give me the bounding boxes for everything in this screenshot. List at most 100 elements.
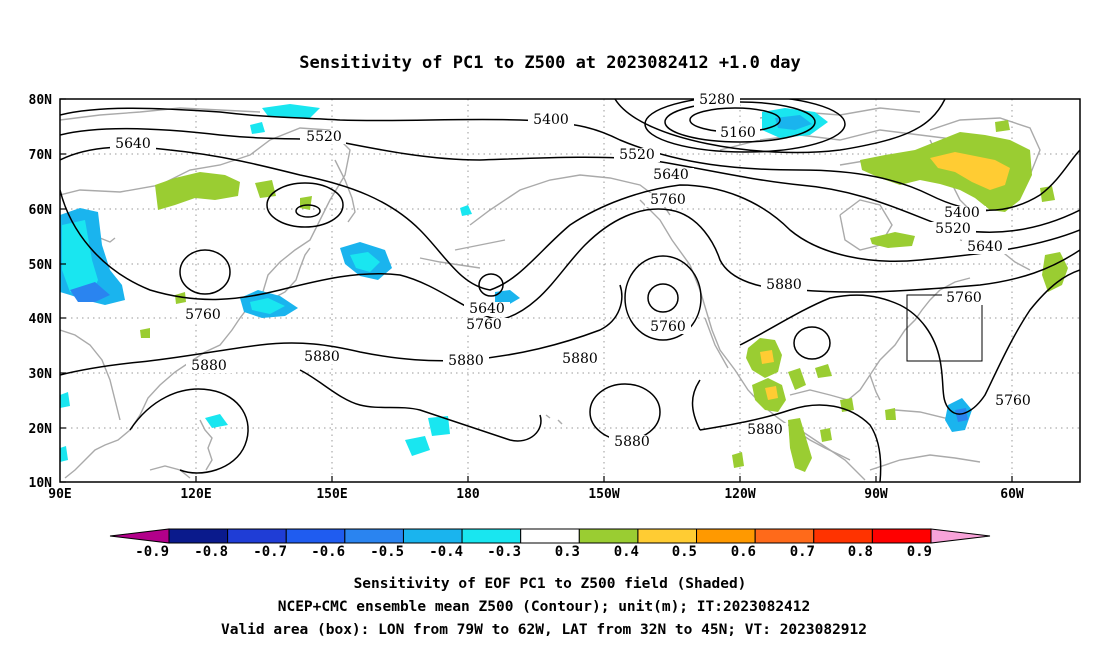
colorbar-label: -0.8: [194, 544, 228, 560]
colorbar-label: 0.3: [555, 544, 580, 560]
colorbar-label: -0.3: [487, 544, 521, 560]
svg-text:5880: 5880: [191, 358, 227, 374]
lat-tick-label: 40N: [29, 312, 53, 327]
contour-label: 5760: [942, 290, 988, 306]
lon-tick-label: 120E: [180, 487, 211, 502]
map-title: Sensitivity of PC1 to Z500 at 2023082412…: [299, 53, 801, 73]
contour-label: 5640: [110, 136, 156, 152]
svg-text:5880: 5880: [562, 351, 598, 367]
svg-text:5760: 5760: [650, 319, 686, 335]
colorbar-label: 0.5: [672, 544, 697, 560]
colorbar-label: -0.7: [253, 544, 287, 560]
colorbar-label: -0.5: [370, 544, 404, 560]
sensitivity-shading: [60, 104, 1068, 472]
contour-label-layer: 5280 5160 5400 5520 5640 5760 5640 5520 …: [110, 92, 1036, 450]
contour-label: 5880: [443, 353, 489, 369]
lon-tick-label: 180: [456, 487, 480, 502]
lat-tick-label: 10N: [29, 476, 53, 491]
colorbar-swatch: [168, 528, 229, 544]
colorbar-swatch: [871, 528, 932, 544]
colorbar-swatch: [637, 528, 698, 544]
lon-tick-label: 90W: [864, 487, 888, 502]
colorbar-label: 0.8: [848, 544, 873, 560]
lon-tick-label: 120W: [724, 487, 755, 502]
contour-label: 5880: [557, 351, 603, 367]
lat-tick-label: 70N: [29, 148, 53, 163]
contour-label: 5760: [645, 319, 691, 335]
svg-text:5400: 5400: [944, 205, 980, 221]
colorbar-labels: -0.9 -0.8 -0.7 -0.6 -0.5 -0.4 -0.3 0.3 0…: [135, 544, 932, 560]
contour-label: 5160: [716, 125, 760, 141]
svg-text:5880: 5880: [448, 353, 484, 369]
colorbar-swatch: [578, 528, 639, 544]
contour-label: 5760: [990, 393, 1036, 409]
svg-text:5280: 5280: [699, 92, 735, 108]
svg-text:5760: 5760: [466, 317, 502, 333]
svg-text:5520: 5520: [619, 147, 655, 163]
contour-label: 5760: [180, 307, 226, 323]
colorbar-swatch: [227, 528, 287, 544]
colorbar-swatch: [344, 528, 404, 544]
svg-text:5640: 5640: [469, 301, 505, 317]
svg-text:5880: 5880: [747, 422, 783, 438]
colorbar-swatch: [461, 528, 522, 544]
colorbar-label: 0.6: [731, 544, 756, 560]
lat-tick-label: 20N: [29, 422, 53, 437]
colorbar-swatch: [520, 528, 580, 544]
map-frame: [59, 98, 1081, 483]
colorbar-swatch: [402, 528, 463, 544]
colorbar-label: -0.9: [135, 544, 169, 560]
contour-label: 5400: [528, 112, 574, 128]
colorbar-swatch: [285, 528, 346, 544]
svg-text:5520: 5520: [935, 221, 971, 237]
colorbar-swatch: [930, 528, 991, 544]
lon-axis: 90E 120E 150E 180 150W 120W 90W 60W: [48, 487, 1024, 502]
svg-text:5520: 5520: [306, 129, 342, 145]
svg-text:5640: 5640: [653, 167, 689, 183]
contour-label: 5520: [930, 221, 976, 237]
contour-label: 5640: [962, 239, 1008, 255]
colorbar-label: -0.6: [311, 544, 345, 560]
svg-text:5400: 5400: [533, 112, 569, 128]
colorbar-swatch: [754, 528, 815, 544]
caption-line-1: Sensitivity of EOF PC1 to Z500 field (Sh…: [354, 576, 747, 592]
contour-label: 5880: [742, 422, 788, 438]
contour-label: 5880: [609, 434, 655, 450]
svg-text:5880: 5880: [766, 277, 802, 293]
lon-tick-label: 60W: [1000, 487, 1024, 502]
lon-tick-label: 150W: [588, 487, 619, 502]
colorbar-label: 0.9: [907, 544, 932, 560]
lon-tick-label: 150E: [316, 487, 347, 502]
lat-tick-label: 30N: [29, 367, 53, 382]
colorbar-swatch: [696, 528, 756, 544]
caption-line-2: NCEP+CMC ensemble mean Z500 (Contour); u…: [278, 599, 811, 615]
svg-text:5640: 5640: [967, 239, 1003, 255]
colorbar-label: -0.4: [429, 544, 463, 560]
svg-text:5640: 5640: [115, 136, 151, 152]
lat-tick-label: 60N: [29, 203, 53, 218]
colorbar-swatch: [813, 528, 873, 544]
contour-label: 5280: [694, 92, 740, 108]
contour-label: 5760: [645, 192, 691, 208]
contour-label: 5520: [300, 129, 346, 145]
colorbar: [109, 528, 991, 544]
colorbar-swatch: [109, 528, 170, 544]
lat-tick-label: 80N: [29, 93, 53, 108]
svg-text:5760: 5760: [946, 290, 982, 306]
map-panel: 5280 5160 5400 5520 5640 5760 5640 5520 …: [29, 92, 1081, 502]
contour-label: 5880: [299, 349, 345, 365]
colorbar-label: 0.4: [614, 544, 639, 560]
contour-label: 5640: [648, 167, 694, 183]
caption-line-3: Valid area (box): LON from 79W to 62W, L…: [221, 622, 867, 638]
svg-text:5880: 5880: [614, 434, 650, 450]
lat-tick-label: 50N: [29, 258, 53, 273]
contour-label: 5400: [940, 205, 986, 221]
z500-contours: [60, 99, 1080, 482]
contour-label: 5880: [761, 277, 807, 293]
svg-text:5760: 5760: [185, 307, 221, 323]
colorbar-label: 0.7: [790, 544, 815, 560]
contour-label: 5520: [614, 147, 660, 163]
contour-label: 5640: [464, 301, 510, 317]
lat-axis: 80N 70N 60N 50N 40N 30N 20N 10N: [29, 93, 53, 491]
svg-text:5760: 5760: [995, 393, 1031, 409]
